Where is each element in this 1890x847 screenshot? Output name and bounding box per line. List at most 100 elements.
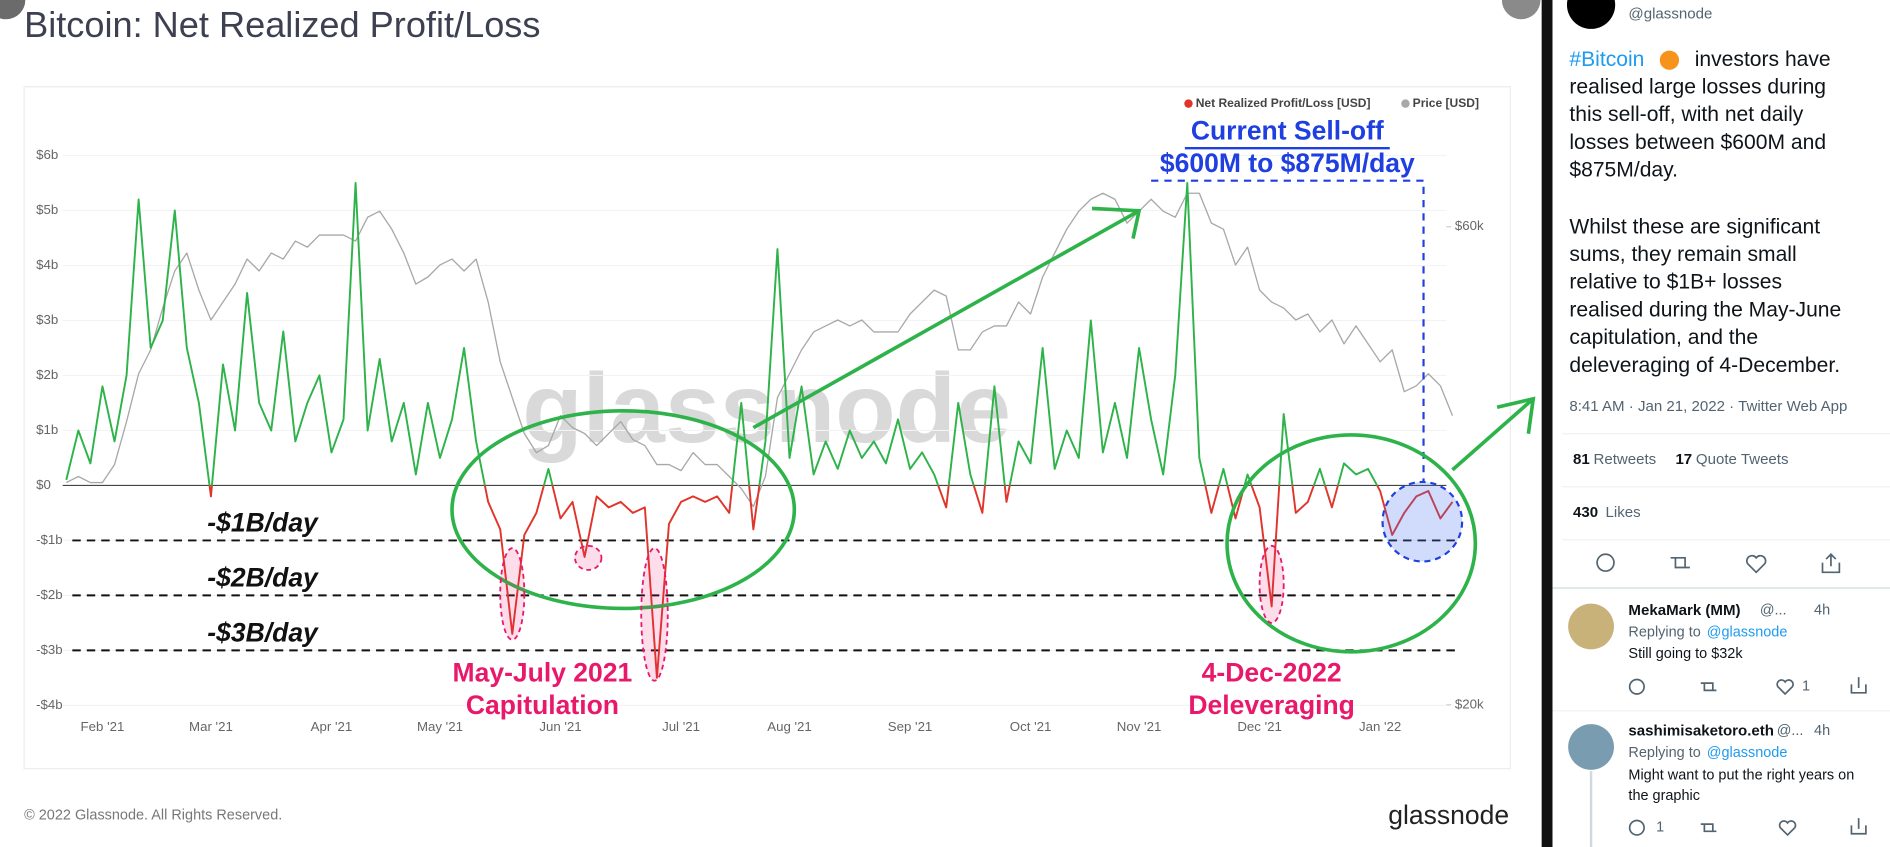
tweet-line: realised during the May-June — [1569, 298, 1841, 321]
arrow — [1451, 397, 1535, 472]
tweet-line: Whilst these are significant — [1569, 215, 1820, 238]
x-tick-label: Jun '21 — [539, 719, 581, 734]
reply-icon[interactable] — [1596, 553, 1615, 572]
close-button[interactable] — [0, 0, 26, 20]
retweet-count[interactable]: 81 — [1573, 451, 1590, 468]
arrow — [752, 209, 1140, 430]
hashtag[interactable]: #Bitcoin — [1569, 48, 1644, 71]
reply-name[interactable]: MekaMark (MM) — [1628, 602, 1740, 619]
x-tick-label: Jul '21 — [662, 719, 700, 734]
retweet-icon[interactable] — [1670, 556, 1690, 569]
tweet-line: relative to $1B+ losses — [1569, 271, 1782, 294]
tweet-panel — [1552, 0, 1890, 847]
reply-text: Might want to put the right years on — [1628, 768, 1854, 784]
reply-handle[interactable]: @... — [1777, 723, 1804, 739]
like-label[interactable]: Likes — [1606, 504, 1641, 521]
retweet-label[interactable]: Retweets — [1593, 451, 1656, 468]
retweet-icon[interactable] — [1700, 682, 1717, 692]
retweet-icon[interactable] — [1700, 823, 1717, 833]
reply-name[interactable]: sashimisaketoro.eth — [1628, 722, 1774, 739]
tweet-line: investors have — [1695, 48, 1831, 71]
y2-tick-label: $60k — [1455, 218, 1484, 233]
bitcoin-emoji — [1659, 50, 1680, 70]
legend-label: Net Realized Profit/Loss [USD] — [1196, 96, 1371, 110]
x-tick-label: Nov '21 — [1117, 719, 1162, 734]
y-tick-label: $4b — [36, 257, 58, 272]
mention[interactable]: @glassnode — [1707, 745, 1788, 761]
tweet-line: $875M/day. — [1569, 159, 1678, 182]
legend-swatch — [1401, 99, 1410, 108]
y-tick-label: -$3b — [36, 642, 63, 657]
y-tick-label: $1b — [36, 422, 58, 437]
y-tick-label: $3b — [36, 312, 58, 327]
y-tick-label: -$2b — [36, 587, 63, 602]
reference-label: -$2B/day — [207, 563, 319, 593]
highlight-ellipse — [450, 409, 797, 611]
share-icon[interactable] — [1821, 553, 1841, 574]
annotation: Current Sell-off — [1191, 116, 1384, 146]
quote-label[interactable]: Quote Tweets — [1696, 451, 1789, 468]
like-count[interactable]: 430 — [1573, 504, 1598, 521]
annotation: $600M to $875M/day — [1160, 148, 1415, 178]
action-bar — [1596, 553, 1841, 574]
reference-label: -$3B/day — [207, 618, 319, 648]
annotation: May-July 2021 — [453, 658, 633, 688]
callout-line — [1151, 179, 1425, 482]
copyright: © 2022 Glassnode. All Rights Reserved. — [24, 807, 282, 823]
y-tick-label: $2b — [36, 367, 58, 382]
tweet-line: sums, they remain small — [1569, 243, 1796, 266]
spike-marker — [1258, 544, 1285, 624]
tweet-line: capitulation, and the — [1569, 326, 1758, 349]
quote-count[interactable]: 17 — [1675, 451, 1692, 468]
arrow-head — [1496, 396, 1536, 434]
y-tick-label: $0 — [36, 477, 51, 492]
reply-icon[interactable] — [1628, 819, 1645, 836]
reply-count: 1 — [1656, 820, 1664, 836]
x-tick-label: May '21 — [417, 719, 463, 734]
mention[interactable]: @glassnode — [1707, 624, 1788, 640]
y-tick-label: $5b — [36, 202, 58, 217]
reply-handle[interactable]: @... — [1760, 603, 1787, 619]
tweet-handle[interactable]: @glassnode — [1628, 5, 1712, 22]
series-line — [65, 182, 1454, 679]
x-tick-label: Apr '21 — [311, 719, 353, 734]
replying-to: Replying to — [1628, 745, 1700, 761]
x-tick-label: Feb '21 — [81, 719, 125, 734]
reply-icon[interactable] — [1628, 678, 1645, 695]
share-icon[interactable] — [1850, 818, 1867, 835]
like-icon[interactable] — [1778, 820, 1797, 837]
annotation: Capitulation — [466, 690, 619, 720]
x-tick-label: Oct '21 — [1010, 719, 1052, 734]
tweet-meta: 8:41 AM · Jan 21, 2022 · Twitter Web App — [1569, 398, 1847, 415]
avatar — [1568, 603, 1614, 650]
selloff-marker — [1381, 480, 1464, 563]
tweet-line: realised large losses during — [1569, 76, 1826, 99]
reply-text: Still going to $32k — [1628, 646, 1743, 662]
spike-marker — [574, 544, 603, 571]
x-tick-label: Sep '21 — [888, 719, 933, 734]
reference-label: -$1B/day — [207, 508, 319, 538]
replying-to: Replying to — [1628, 624, 1700, 640]
tweet-line: this sell-off, with net daily — [1569, 103, 1803, 126]
spike-marker — [640, 547, 669, 682]
reply-time: 4h — [1814, 723, 1830, 739]
spike-marker — [499, 547, 526, 641]
tweet-line: losses between $600M and — [1569, 131, 1826, 154]
x-tick-label: Jan '22 — [1359, 719, 1401, 734]
annotation: 4-Dec-2022 — [1202, 658, 1342, 688]
share-icon[interactable] — [1850, 677, 1867, 694]
x-tick-label: Dec '21 — [1237, 719, 1282, 734]
like-icon[interactable] — [1776, 679, 1794, 696]
x-tick-label: Aug '21 — [767, 719, 812, 734]
avatar — [1566, 0, 1616, 29]
like-icon[interactable] — [1745, 554, 1767, 574]
expand-button[interactable] — [1501, 0, 1541, 20]
x-tick-label: Mar '21 — [189, 719, 233, 734]
reply-time: 4h — [1814, 603, 1830, 619]
plot: $6b $5b $4b $3b $2b $1b $0 -$1b -$2b -$3b -$4b $60k… — [36, 96, 1484, 734]
annotation: Deleveraging — [1188, 690, 1354, 720]
y2-tick-label: $20k — [1455, 696, 1484, 711]
divider — [1541, 0, 1553, 847]
legend-swatch — [1184, 99, 1193, 108]
